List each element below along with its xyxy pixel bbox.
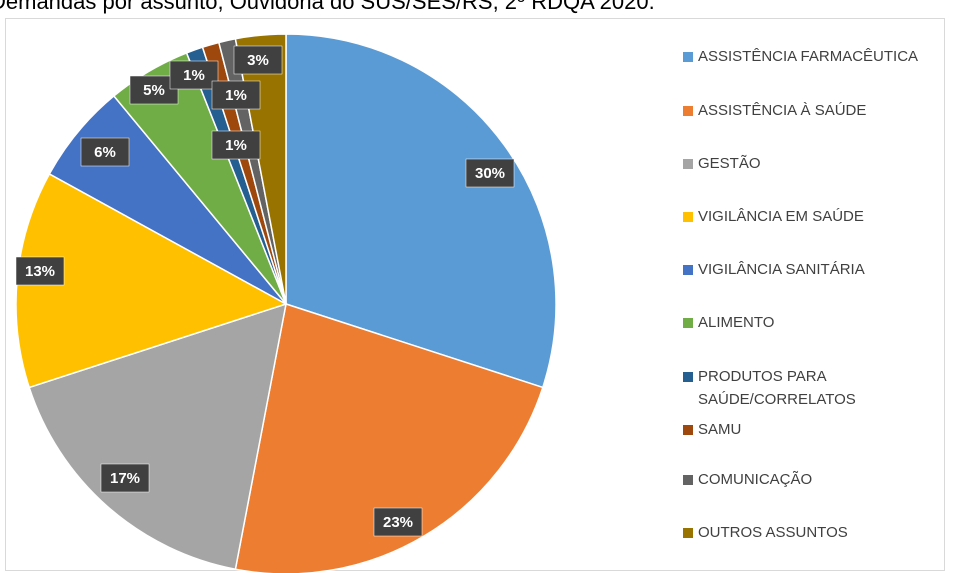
legend-label: VIGILÂNCIA EM SAÚDE xyxy=(698,208,864,225)
pie-slice xyxy=(28,302,287,571)
legend-swatch xyxy=(683,318,693,328)
legend-swatch xyxy=(683,528,693,538)
data-label-box xyxy=(169,60,219,90)
legend-item: COMUNICAÇÃO xyxy=(683,468,898,491)
legend-swatch xyxy=(683,475,693,485)
data-label-box xyxy=(373,507,423,537)
legend-label: COMUNICAÇÃO xyxy=(698,471,813,488)
data-label: 1% xyxy=(225,137,247,154)
legend-item: SAMU xyxy=(683,418,898,441)
data-label: 17% xyxy=(110,470,140,487)
legend-swatch xyxy=(683,52,693,62)
legend-item: VIGILÂNCIA EM SAÚDE xyxy=(683,205,898,228)
legend-swatch xyxy=(683,265,693,275)
legend-item: ALIMENTO xyxy=(683,311,898,334)
data-label: 1% xyxy=(225,87,247,104)
legend-label: VIGILÂNCIA SANITÁRIA xyxy=(698,261,865,278)
data-label: 1% xyxy=(183,67,205,84)
legend-item: GESTÃO xyxy=(683,152,898,175)
data-label-box xyxy=(233,45,283,75)
legend-item: PRODUTOS PARA SAÚDE/CORRELATOS xyxy=(683,365,898,411)
chart-title: Demandas por assunto, Ouvidoria do SUS/S… xyxy=(0,0,655,14)
data-label-box xyxy=(211,130,261,160)
legend-label: PRODUTOS PARA SAÚDE/CORRELATOS xyxy=(698,368,856,408)
legend-label: ASSISTÊNCIA À SAÚDE xyxy=(698,102,867,119)
legend-item: OUTROS ASSUNTOS xyxy=(683,521,898,544)
data-label: 13% xyxy=(25,263,55,280)
legend-swatch xyxy=(683,212,693,222)
legend-label: OUTROS ASSUNTOS xyxy=(698,524,848,541)
data-label: 23% xyxy=(383,514,413,531)
legend-swatch xyxy=(683,372,693,382)
legend-label: ALIMENTO xyxy=(698,314,775,331)
data-label-box xyxy=(100,463,150,493)
legend-label: GESTÃO xyxy=(698,155,761,172)
legend-item: ASSISTÊNCIA FARMACÊUTICA xyxy=(683,45,919,68)
data-label-box xyxy=(80,137,130,167)
legend-swatch xyxy=(683,106,693,116)
pie-slice xyxy=(285,33,557,389)
data-label-box xyxy=(465,158,515,188)
legend-item: VIGILÂNCIA SANITÁRIA xyxy=(683,258,898,281)
data-label: 6% xyxy=(94,144,116,161)
data-label-box xyxy=(15,256,65,286)
legend-item: ASSISTÊNCIA À SAÚDE xyxy=(683,99,898,122)
data-label: 3% xyxy=(247,52,269,69)
data-label-box xyxy=(211,80,261,110)
legend-label: ASSISTÊNCIA FARMACÊUTICA xyxy=(698,48,919,65)
legend-swatch xyxy=(683,159,693,169)
pie-slice xyxy=(234,303,544,573)
data-label: 30% xyxy=(475,165,505,182)
legend-swatch xyxy=(683,425,693,435)
chart-frame xyxy=(5,18,945,571)
legend-label: SAMU xyxy=(698,421,742,438)
data-label: 5% xyxy=(143,82,165,99)
